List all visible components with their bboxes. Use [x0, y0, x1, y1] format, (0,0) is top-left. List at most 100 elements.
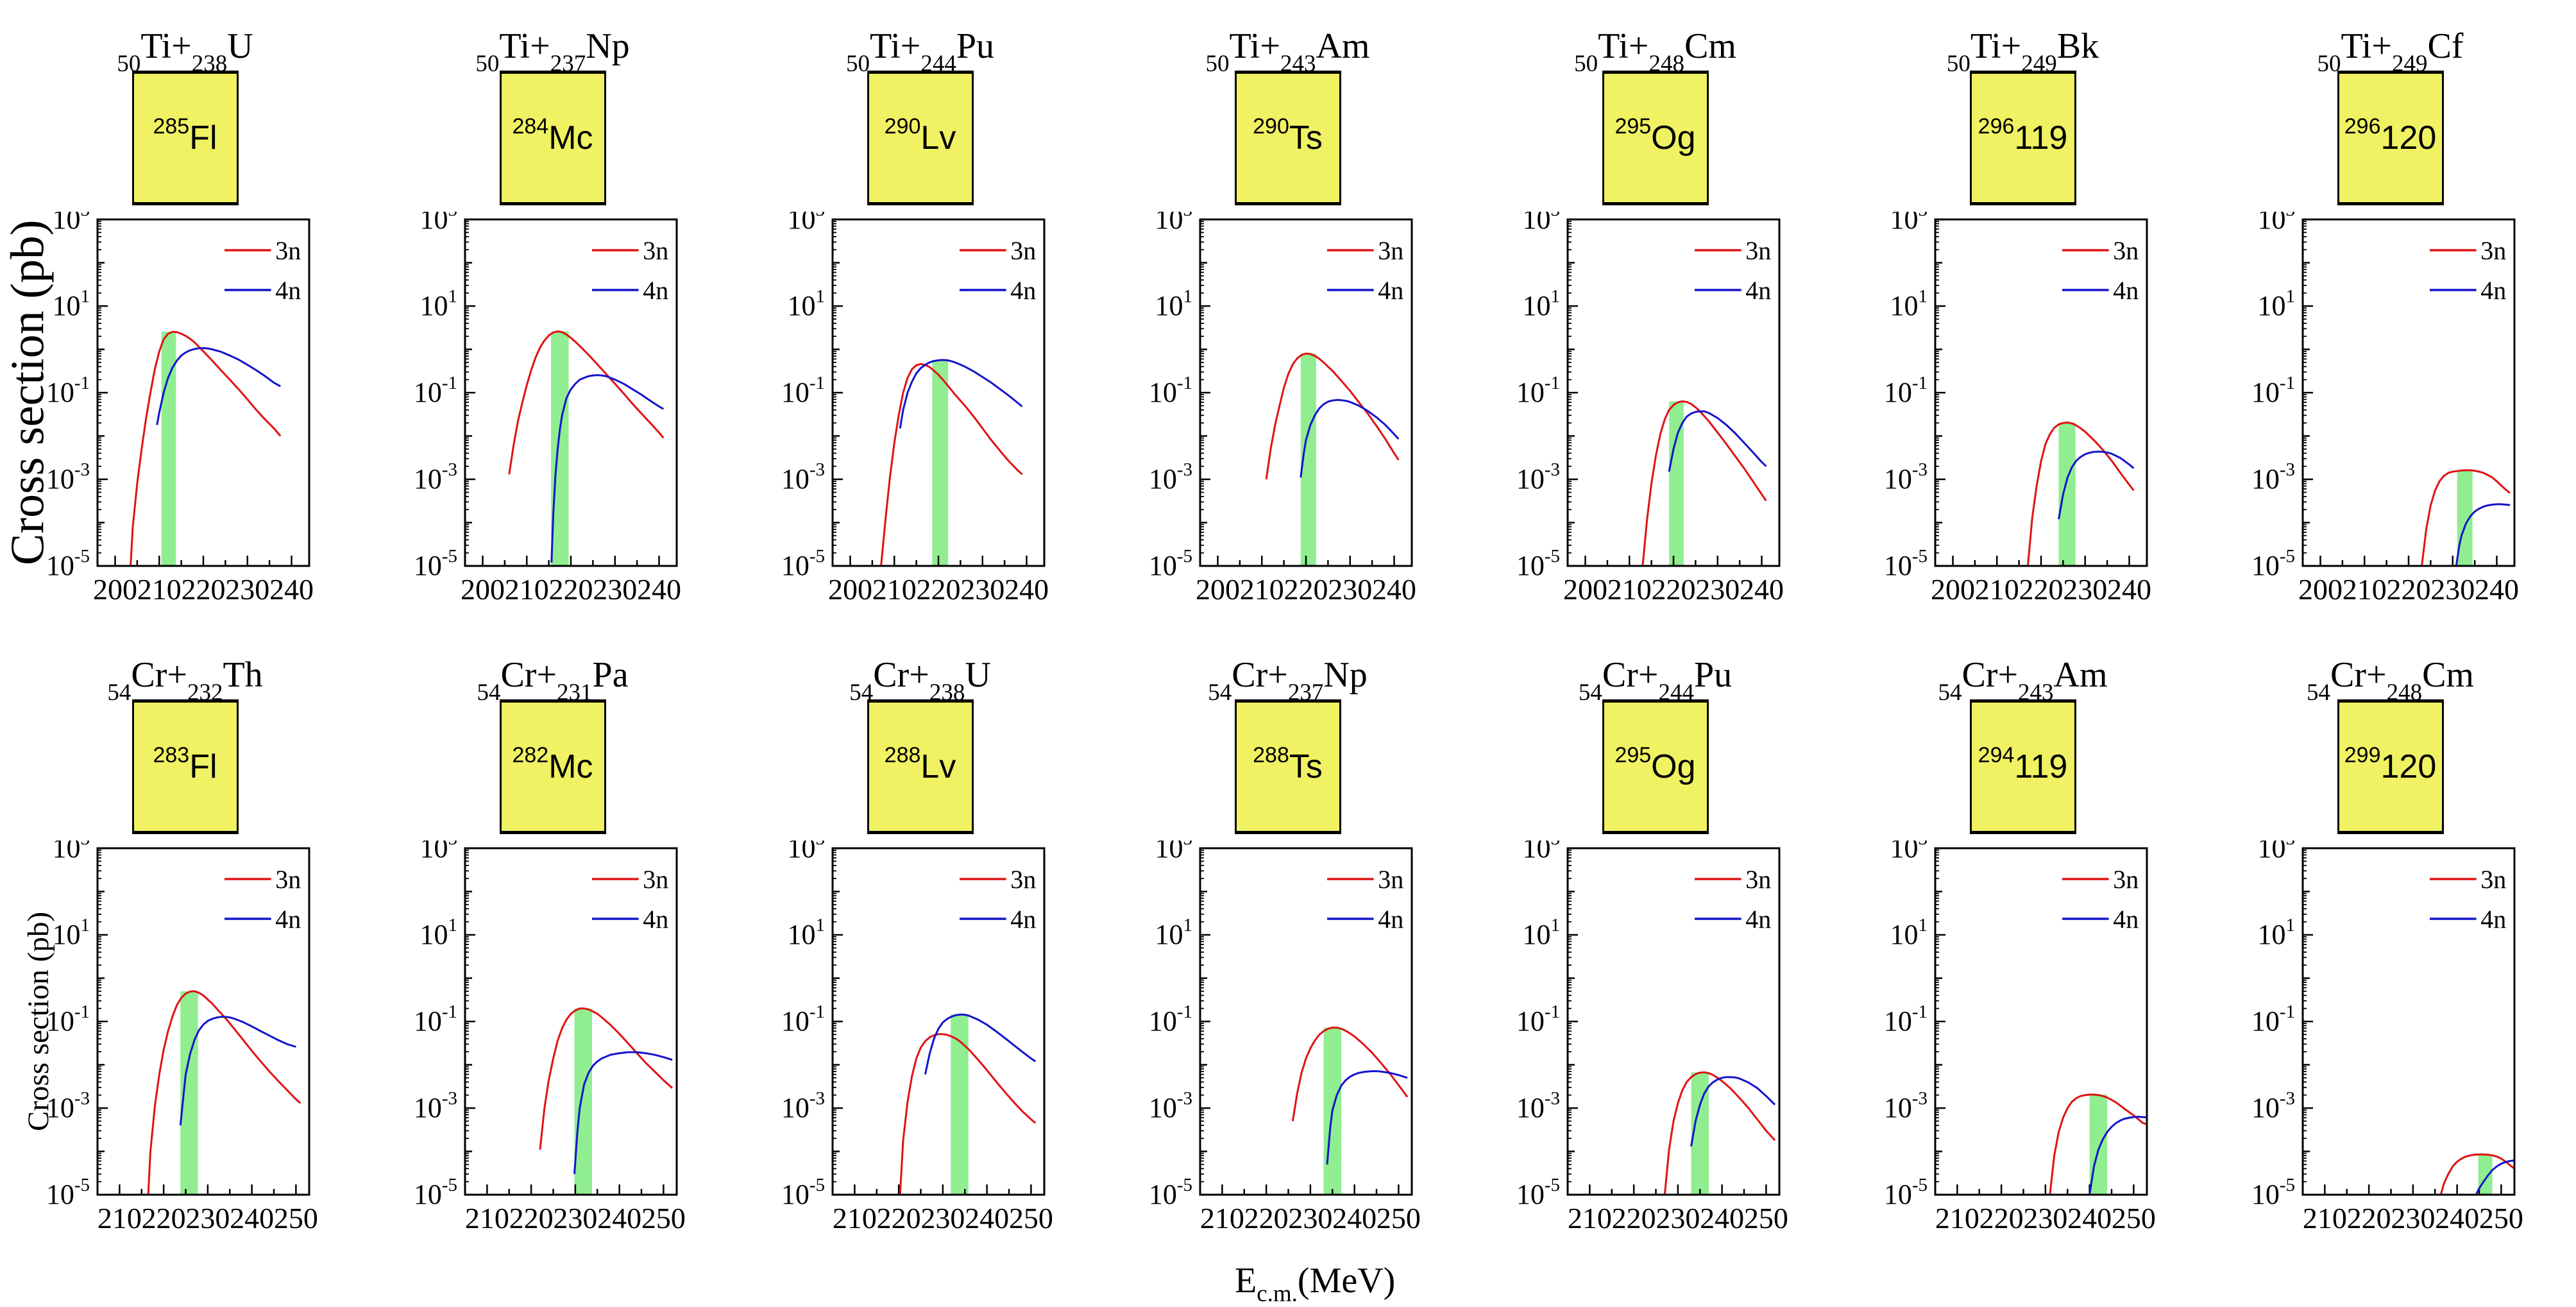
y-tick-label: 10-3 [2251, 459, 2295, 495]
y-tick-label: 101 [1523, 915, 1561, 950]
optimal-energy-band [951, 1014, 969, 1195]
y-tick-label: 10-5 [414, 1175, 457, 1210]
x-tick-label: 220 [1244, 1202, 1289, 1234]
y-axis-label: Cross section (pb) [22, 912, 55, 1132]
compound-nucleus-label: 290Lv [884, 114, 956, 157]
x-tick-label: 240 [965, 1202, 1009, 1234]
reaction-title: 54 Cr+ 244 Pu [1578, 655, 1733, 706]
reaction-title: 50 Ti+ 248 Cm [1574, 26, 1736, 77]
nucleus-box-row: 296120 [2207, 64, 2574, 212]
x-tick-label: 230 [1328, 573, 1372, 606]
x-tick-label: 230 [920, 1202, 965, 1234]
compound-nucleus-box: 294119 [1969, 699, 2076, 834]
y-tick-label: 10-1 [1516, 1002, 1560, 1037]
x-tick-label: 230 [2023, 1202, 2067, 1234]
curve-4n [179, 1016, 296, 1126]
compound-nucleus-label: 288Ts [1253, 743, 1323, 785]
compound-nucleus-label: 283Fl [153, 743, 217, 785]
x-tick-label: 240 [1740, 573, 1784, 606]
x-tick-label: 220 [182, 573, 226, 606]
y-tick-label: 10-1 [1884, 1002, 1928, 1037]
curve-4n [573, 1051, 673, 1174]
optimal-energy-band [932, 359, 949, 566]
optimal-energy-band [551, 331, 569, 566]
y-tick-label: 10-5 [781, 1175, 825, 1210]
legend-label-4n: 4n [1745, 276, 1771, 305]
y-tick-label: 10-1 [1149, 373, 1192, 408]
legend-label-4n: 4n [2480, 905, 2506, 934]
y-tick-label: 101 [788, 286, 826, 321]
y-tick-label: 103 [2258, 841, 2296, 864]
y-tick-label: 10-5 [46, 546, 90, 581]
x-tick-label: 220 [1284, 573, 1328, 606]
curve-4n [2455, 503, 2511, 567]
x-tick-label: 240 [1332, 1202, 1377, 1234]
compound-nucleus-label: 290Ts [1253, 114, 1323, 157]
y-tick-label: 103 [420, 212, 458, 235]
x-tick-label: 250 [274, 1202, 318, 1234]
y-tick-label: 10-1 [2251, 373, 2295, 408]
optimal-energy-band [574, 1008, 592, 1195]
y-tick-label: 10-3 [1149, 459, 1192, 495]
legend-label-3n: 3n [2480, 865, 2506, 894]
nucleus-box-row: 295Og [1471, 64, 1839, 212]
x-tick-label: 210 [465, 1202, 509, 1234]
legend-label-3n: 3n [2480, 236, 2506, 265]
x-tick-label: 200 [93, 573, 137, 606]
y-tick-label: 10-5 [1884, 546, 1928, 581]
y-tick-label: 10-1 [414, 373, 457, 408]
y-tick-label: 10-5 [414, 546, 457, 581]
x-tick-label: 250 [1744, 1202, 1788, 1234]
reaction-title: 50 Ti+ 243 Am [1205, 26, 1370, 77]
x-tick-label: 250 [1009, 1202, 1053, 1234]
y-tick-label: 103 [788, 841, 826, 864]
legend-label-4n: 4n [275, 905, 301, 934]
legend-label-4n: 4n [275, 276, 301, 305]
y-tick-label: 10-3 [781, 459, 825, 495]
x-tick-label: 240 [1372, 573, 1416, 606]
compound-nucleus-box: 288Lv [867, 699, 974, 834]
nucleus-box-row: 285Fl [1, 64, 369, 212]
y-tick-label: 10-1 [1149, 1002, 1192, 1037]
x-tick-label: 240 [2107, 573, 2151, 606]
nucleus-box-row: 299120 [2207, 693, 2574, 841]
y-tick-label: 101 [420, 915, 458, 950]
y-tick-label: 103 [788, 212, 826, 235]
x-axis-symbol: E [1235, 1261, 1257, 1301]
compound-nucleus-box: 283Fl [131, 699, 239, 834]
compound-nucleus-box: 285Fl [131, 71, 239, 205]
y-tick-label: 10-1 [1884, 373, 1928, 408]
compound-nucleus-label: 295Og [1614, 114, 1696, 157]
x-tick-label: 240 [1700, 1202, 1744, 1234]
y-tick-label: 103 [1890, 841, 1928, 864]
legend-label-4n: 4n [643, 276, 668, 305]
reaction-title: 50 Ti+ 237 Np [475, 26, 630, 77]
y-tick-label: 10-5 [1884, 1175, 1928, 1210]
y-tick-label: 10-5 [2251, 1175, 2295, 1210]
panel-285Fl: 50Ti+238U285Fl3n4n10310110-110-310-52002… [1, 0, 369, 629]
curve-4n [2089, 1116, 2148, 1195]
reaction-title: 50 Ti+ 244 Pu [845, 26, 995, 77]
curve-3n [2439, 1153, 2515, 1195]
curve-4n [1690, 1076, 1776, 1147]
x-tick-label: 200 [1563, 573, 1607, 606]
optimal-energy-band [2478, 1154, 2493, 1195]
x-tick-label: 210 [1935, 1202, 1979, 1234]
x-tick-label: 210 [1975, 573, 2019, 606]
curve-4n [2058, 450, 2135, 520]
nucleus-box-row: 290Ts [1104, 64, 1471, 212]
x-tick-label: 240 [1004, 573, 1049, 606]
